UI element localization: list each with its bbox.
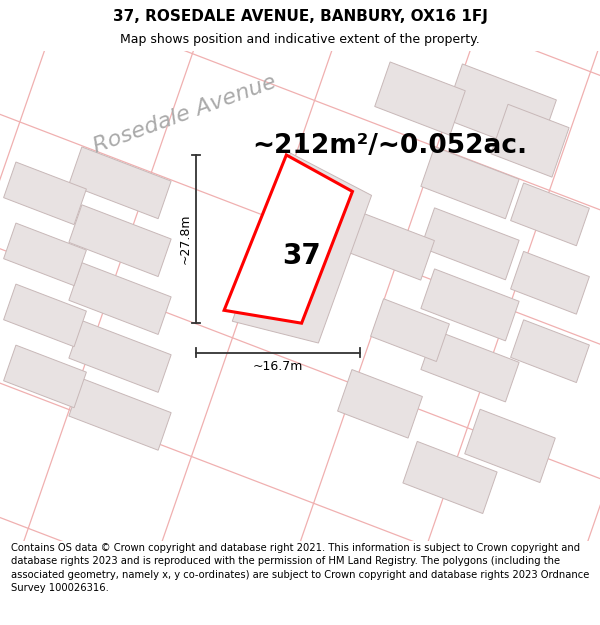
Polygon shape <box>4 162 86 224</box>
Text: Contains OS data © Crown copyright and database right 2021. This information is : Contains OS data © Crown copyright and d… <box>11 543 589 592</box>
Text: ~212m²/~0.052ac.: ~212m²/~0.052ac. <box>253 133 527 159</box>
Polygon shape <box>421 269 519 341</box>
Text: Rosedale Avenue: Rosedale Avenue <box>91 72 279 157</box>
Polygon shape <box>421 330 519 402</box>
Polygon shape <box>511 183 589 246</box>
Polygon shape <box>511 320 589 382</box>
Text: 37: 37 <box>283 242 322 271</box>
Polygon shape <box>443 64 556 154</box>
Polygon shape <box>4 284 86 347</box>
Polygon shape <box>69 147 171 219</box>
Polygon shape <box>69 379 171 450</box>
Polygon shape <box>371 299 449 361</box>
Text: ~16.7m: ~16.7m <box>253 360 304 373</box>
Polygon shape <box>232 153 371 343</box>
Polygon shape <box>421 147 519 219</box>
Text: ~27.8m: ~27.8m <box>179 214 191 264</box>
Polygon shape <box>224 155 352 323</box>
Polygon shape <box>4 345 86 408</box>
Text: Map shows position and indicative extent of the property.: Map shows position and indicative extent… <box>120 33 480 46</box>
Polygon shape <box>69 321 171 392</box>
Polygon shape <box>375 62 465 135</box>
Polygon shape <box>403 441 497 514</box>
Text: 37, ROSEDALE AVENUE, BANBURY, OX16 1FJ: 37, ROSEDALE AVENUE, BANBURY, OX16 1FJ <box>113 9 487 24</box>
Polygon shape <box>69 262 171 334</box>
Polygon shape <box>69 205 171 277</box>
Polygon shape <box>338 369 422 438</box>
Polygon shape <box>491 104 569 177</box>
Polygon shape <box>421 208 519 280</box>
Polygon shape <box>346 212 434 280</box>
Polygon shape <box>511 251 589 314</box>
Polygon shape <box>465 409 555 482</box>
Polygon shape <box>4 223 86 286</box>
